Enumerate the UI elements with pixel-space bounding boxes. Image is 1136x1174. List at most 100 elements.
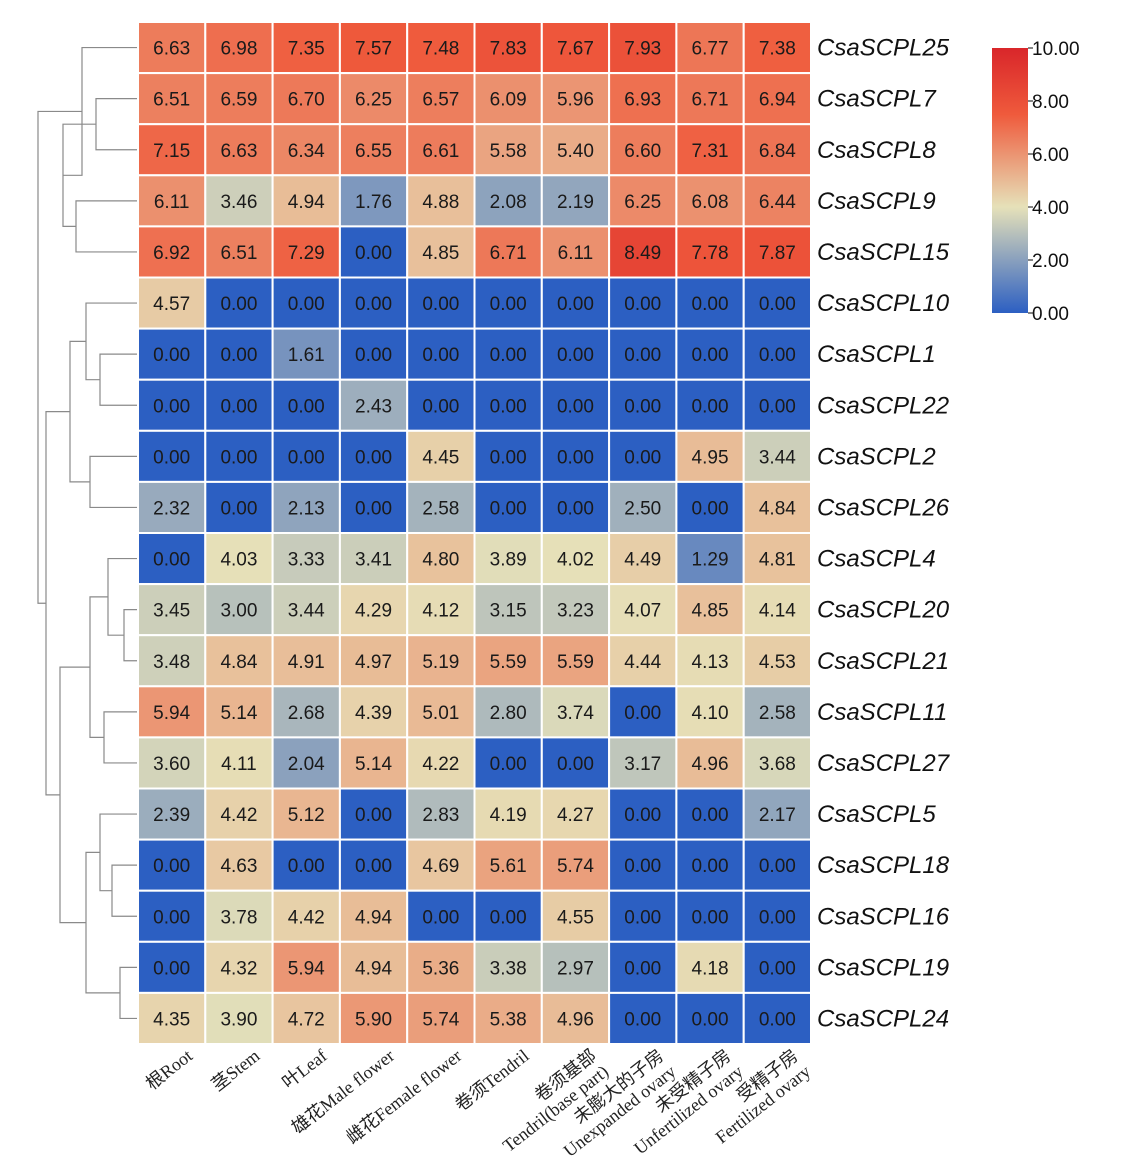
heatmap-cell — [406, 123, 476, 177]
cell-value-label: 0.00 — [355, 805, 392, 826]
cell-value-label: 7.78 — [692, 243, 729, 264]
heatmap-cell — [608, 21, 678, 75]
cell-value-label: 7.87 — [759, 243, 796, 264]
dendrogram-branch — [89, 455, 138, 509]
cell-value-label: 0.00 — [759, 294, 796, 315]
cell-value-label: 3.45 — [153, 601, 190, 622]
cell-value-label: 4.84 — [220, 652, 257, 673]
cell-value-label: 2.50 — [624, 498, 661, 519]
heatmap-cell — [608, 532, 678, 586]
heatmap-cell — [608, 378, 678, 432]
heatmap-cell — [338, 123, 409, 177]
heatmap-cell — [406, 72, 476, 126]
cell-value-label: 0.00 — [557, 294, 594, 315]
row-dendrogram — [37, 46, 138, 1020]
cell-value-label: 6.59 — [220, 90, 257, 111]
cell-value-label: 4.18 — [692, 958, 729, 979]
cell-value-label: 6.94 — [759, 90, 796, 111]
cell-value-label: 0.00 — [557, 447, 594, 468]
cell-value-label: 7.29 — [288, 243, 325, 264]
cell-value-label: 7.67 — [557, 39, 594, 60]
heatmap-cell — [137, 225, 207, 279]
heatmap-cell — [675, 174, 745, 228]
cell-value-label: 4.44 — [624, 652, 661, 673]
cell-value-label: 0.00 — [624, 345, 661, 366]
colorbar-tick-label: 10.00 — [1032, 39, 1080, 60]
cell-value-label: 2.58 — [759, 703, 796, 724]
colorbar-tick-label: 6.00 — [1032, 145, 1069, 166]
dendrogram-branch — [75, 200, 138, 253]
heatmap-cell — [608, 480, 678, 534]
heatmap-cell — [675, 889, 745, 943]
cell-value-label: 0.00 — [220, 294, 257, 315]
heatmap-cell — [675, 532, 745, 586]
cell-value-label: 0.00 — [355, 856, 392, 877]
heatmap-cell — [271, 72, 341, 126]
heatmap-cell — [742, 174, 813, 228]
heatmap-cell — [204, 736, 274, 790]
cell-value-label: 5.61 — [490, 856, 527, 877]
cell-value-label: 4.96 — [692, 754, 729, 775]
cell-value-label: 4.49 — [624, 550, 661, 571]
cell-value-label: 4.13 — [692, 652, 729, 673]
cell-value-label: 3.44 — [759, 447, 796, 468]
cell-value-label: 6.70 — [288, 90, 325, 111]
dendrogram-branch — [85, 302, 138, 381]
cell-value-label: 2.43 — [355, 396, 392, 417]
heatmap-cell — [204, 634, 274, 688]
cell-value-label: 0.00 — [557, 345, 594, 366]
cell-value-label: 3.00 — [220, 601, 257, 622]
cell-value-label: 4.94 — [288, 192, 325, 213]
cell-value-label: 2.80 — [490, 703, 527, 724]
dendrogram-branch — [123, 609, 138, 662]
row-label: CsaSCPL27 — [817, 750, 951, 777]
cell-value-label: 0.00 — [153, 345, 190, 366]
heatmap-cell — [742, 991, 813, 1046]
cell-value-label: 5.59 — [557, 652, 594, 673]
cell-value-label: 0.00 — [490, 294, 527, 315]
heatmap-cell — [338, 991, 409, 1046]
cell-value-label: 0.00 — [759, 907, 796, 928]
cell-value-label: 4.81 — [759, 550, 796, 571]
cell-value-label: 2.32 — [153, 498, 190, 519]
cell-value-label: 0.00 — [759, 856, 796, 877]
heatmap-cell — [271, 123, 341, 177]
cell-value-label: 0.00 — [692, 1009, 729, 1030]
cell-value-label: 6.25 — [624, 192, 661, 213]
cell-value-label: 0.00 — [759, 396, 796, 417]
cell-value-label: 0.00 — [624, 703, 661, 724]
cell-value-label: 2.17 — [759, 805, 796, 826]
cell-value-label: 4.55 — [557, 907, 594, 928]
colorbar-tick-label: 8.00 — [1032, 92, 1069, 113]
heatmap-cell — [204, 327, 274, 381]
cell-value-label: 0.00 — [355, 294, 392, 315]
row-label: CsaSCPL9 — [817, 188, 936, 215]
cell-value-label: 0.00 — [624, 907, 661, 928]
cell-value-label: 2.19 — [557, 192, 594, 213]
cell-value-label: 7.38 — [759, 39, 796, 60]
dendrogram-branch — [95, 98, 138, 151]
cell-value-label: 0.00 — [692, 396, 729, 417]
heatmap-cell — [204, 21, 274, 75]
cell-value-label: 0.00 — [153, 396, 190, 417]
heatmap-cell — [271, 685, 341, 739]
heatmap-cell — [271, 532, 341, 586]
heatmap-cell — [137, 123, 207, 177]
cell-value-label: 4.14 — [759, 601, 796, 622]
heatmap-cell — [137, 276, 207, 330]
cell-value-label: 5.94 — [153, 703, 190, 724]
cell-value-label: 3.78 — [220, 907, 257, 928]
heatmap-cell — [204, 940, 274, 994]
row-labels: CsaSCPL25 CsaSCPL7 CsaSCPL8 CsaSCPL9 CsaSCPL… — [817, 35, 951, 1033]
cell-value-label: 7.35 — [288, 39, 325, 60]
row-label: CsaSCPL8 — [817, 137, 936, 164]
cell-value-label: 0.00 — [557, 498, 594, 519]
dendrogram-branch — [69, 340, 90, 483]
cell-value-label: 4.97 — [355, 652, 392, 673]
cell-value-label: 4.22 — [422, 754, 459, 775]
column-label: 卷须Tendril — [451, 1045, 532, 1115]
dendrogram-branch — [37, 110, 82, 604]
heatmap-cell — [271, 583, 341, 637]
row-label: CsaSCPL15 — [817, 239, 950, 266]
